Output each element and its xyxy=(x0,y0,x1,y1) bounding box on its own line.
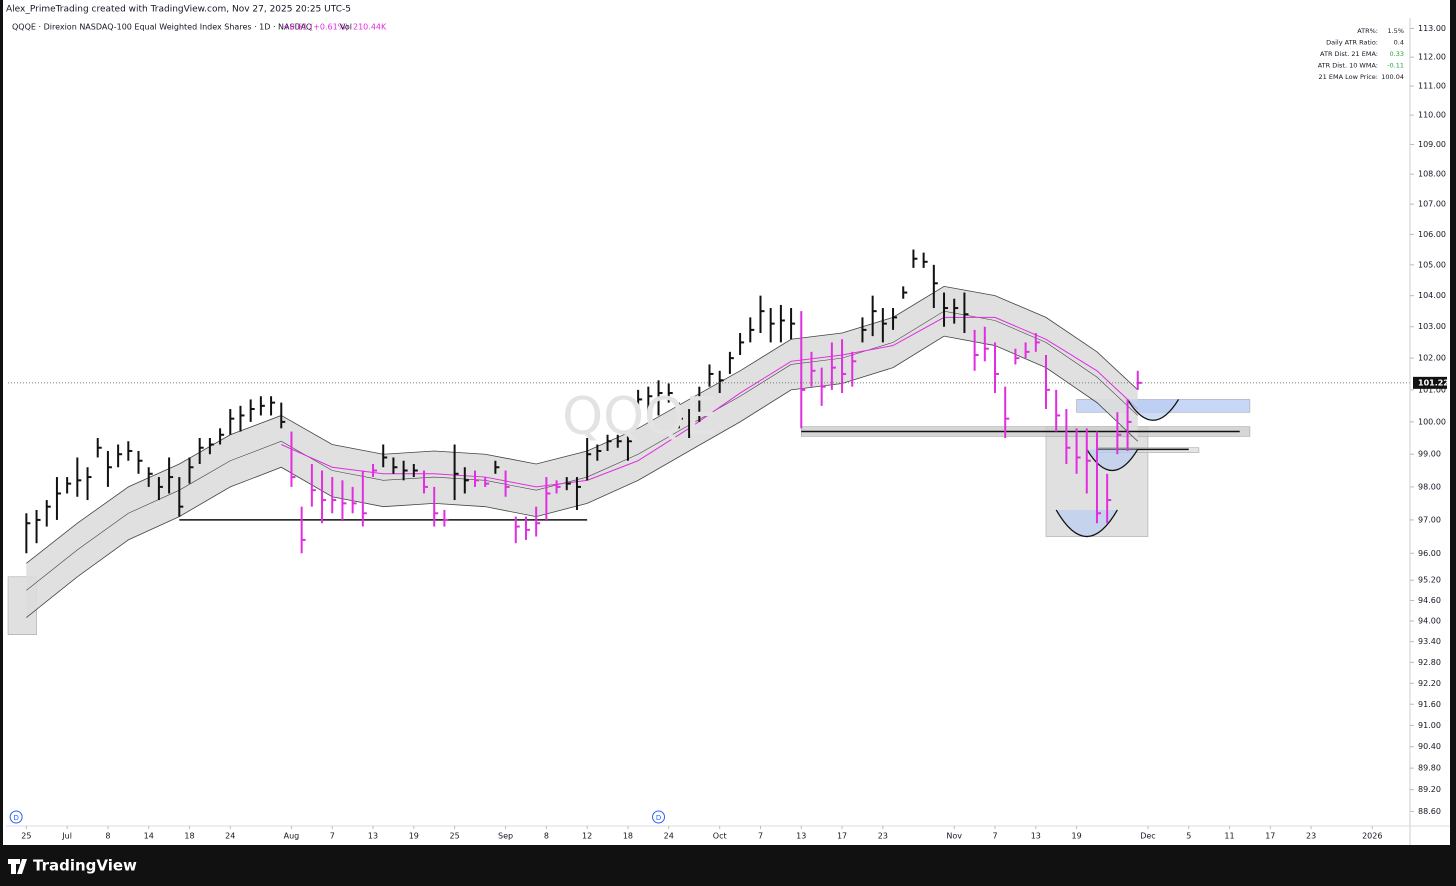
y-tick-label: 107.00 xyxy=(1418,200,1446,209)
x-tick-label: 5 xyxy=(1186,832,1191,841)
x-tick-label: 19 xyxy=(1071,832,1081,841)
x-tick-label: 7 xyxy=(758,832,763,841)
x-tick-label: 13 xyxy=(368,832,378,841)
x-tick-label: 7 xyxy=(330,832,335,841)
x-tick-label: 8 xyxy=(544,832,549,841)
arc-stroke xyxy=(1055,509,1118,537)
credit: Alex_PrimeTrading created with TradingVi… xyxy=(6,5,351,15)
y-tick-label: 113.00 xyxy=(1418,24,1446,33)
x-tick-label: 25 xyxy=(21,832,31,841)
y-tick-label: 110.00 xyxy=(1418,111,1446,120)
y-tick-label: 108.00 xyxy=(1418,170,1446,179)
y-tick-label: 93.40 xyxy=(1418,637,1441,646)
x-tick-label: 24 xyxy=(664,832,674,841)
dividend-label: D xyxy=(13,814,18,822)
x-tick-label: Sep xyxy=(498,832,513,841)
table-value: 0.4 xyxy=(1394,39,1404,47)
table-value: 1.5% xyxy=(1387,27,1404,35)
x-tick-label: 19 xyxy=(409,832,419,841)
y-tick-label: 106.00 xyxy=(1418,230,1446,239)
table-value: 100.04 xyxy=(1381,73,1404,81)
y-tick-label: 104.00 xyxy=(1418,291,1446,300)
x-tick-label: 13 xyxy=(1031,832,1041,841)
y-tick-label: 90.40 xyxy=(1418,742,1441,751)
x-tick-label: 7 xyxy=(992,832,997,841)
y-tick-label: 100.00 xyxy=(1418,417,1446,426)
y-tick-label: 94.00 xyxy=(1418,617,1441,626)
x-tick-label: 17 xyxy=(837,832,847,841)
volume-label: Vol xyxy=(340,23,352,32)
watermark: QQQE xyxy=(562,387,718,447)
x-tick-label: 23 xyxy=(878,832,888,841)
x-tick-label: 18 xyxy=(623,832,633,841)
y-tick-label: 102.00 xyxy=(1418,354,1446,363)
volume: 210.44K xyxy=(353,23,387,32)
x-tick-label: 8 xyxy=(105,832,110,841)
x-tick-label: 13 xyxy=(796,832,806,841)
x-tick-label: 2026 xyxy=(1362,832,1382,841)
x-tick-label: Nov xyxy=(946,832,962,841)
table-value: 0.33 xyxy=(1390,50,1404,58)
change: +0.61 (+0.61%) xyxy=(283,23,348,32)
y-tick-label: 96.00 xyxy=(1418,549,1441,558)
y-tick-label: 91.00 xyxy=(1418,721,1441,730)
x-tick-label: 12 xyxy=(582,832,592,841)
y-tick-label: 101.00 xyxy=(1418,385,1446,394)
dividend-label: D xyxy=(656,814,661,822)
x-tick-label: 23 xyxy=(1306,832,1316,841)
x-tick-label: 14 xyxy=(144,832,154,841)
arc-stroke xyxy=(1127,399,1180,421)
footer xyxy=(0,845,1456,886)
x-tick-label: 18 xyxy=(184,832,194,841)
y-tick-label: 111.00 xyxy=(1418,81,1446,90)
table-label: 21 EMA Low Price: xyxy=(1319,73,1378,81)
x-tick-label: Oct xyxy=(713,832,727,841)
ema-line xyxy=(281,316,1139,488)
x-tick-label: Dec xyxy=(1140,832,1155,841)
logo-icon xyxy=(8,859,27,874)
last-price-label: 101.22 xyxy=(1418,378,1449,387)
frame-right xyxy=(1450,0,1456,886)
brand: TradingView xyxy=(33,857,137,875)
y-tick-label: 91.60 xyxy=(1418,700,1441,709)
y-tick-label: 88.60 xyxy=(1418,807,1441,816)
dividend-marker xyxy=(9,810,23,824)
y-tick-label: 95.20 xyxy=(1418,576,1441,585)
y-tick-label: 94.60 xyxy=(1418,596,1441,605)
table-label: ATR Dist. 21 EMA: xyxy=(1320,50,1378,58)
y-tick-label: 89.80 xyxy=(1418,764,1441,773)
ema-band-lower xyxy=(26,335,1139,618)
table-label: Daily ATR Ratio: xyxy=(1326,39,1378,47)
y-tick-label: 109.00 xyxy=(1418,140,1446,149)
y-tick-label: 98.00 xyxy=(1418,482,1441,491)
y-tick-label: 89.20 xyxy=(1418,785,1441,794)
y-tick-label: 97.00 xyxy=(1418,515,1441,524)
y-tick-label: 99.00 xyxy=(1418,450,1441,459)
frame-left xyxy=(0,0,3,886)
last-price-tag xyxy=(1413,376,1447,389)
arc-stroke xyxy=(1086,449,1139,472)
dividend-marker xyxy=(652,810,666,824)
table-value: -0.11 xyxy=(1387,62,1404,70)
y-tick-label: 112.00 xyxy=(1418,53,1446,62)
x-tick-label: Jul xyxy=(61,832,72,841)
x-tick-label: Aug xyxy=(284,832,300,841)
symbol: QQQE · Direxion NASDAQ-100 Equal Weighte… xyxy=(12,23,312,32)
y-tick-label: 92.20 xyxy=(1418,679,1441,688)
ema-band-fill xyxy=(26,286,1138,618)
x-tick-label: 25 xyxy=(450,832,460,841)
x-tick-label: 17 xyxy=(1265,832,1275,841)
y-tick-label: 92.80 xyxy=(1418,658,1441,667)
y-tick-label: 105.00 xyxy=(1418,260,1446,269)
x-tick-label: 24 xyxy=(225,832,235,841)
table-label: ATR Dist. 10 WMA: xyxy=(1318,62,1378,70)
table-label: ATR%: xyxy=(1357,27,1378,35)
y-tick-label: 103.00 xyxy=(1418,322,1446,331)
x-tick-label: 11 xyxy=(1224,832,1234,841)
